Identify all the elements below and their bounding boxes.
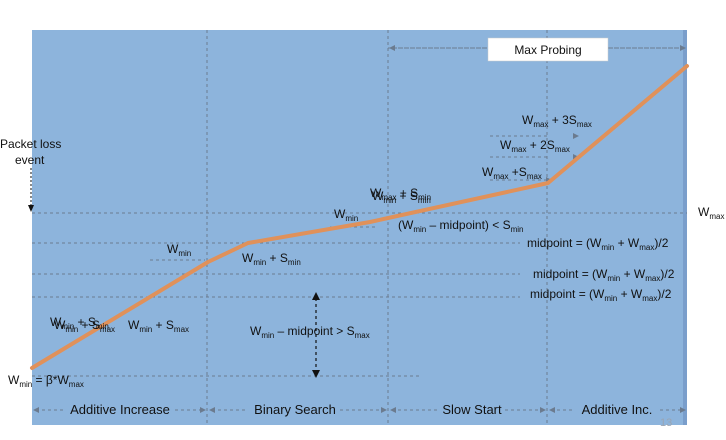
- phase-slow-start: Slow Start: [442, 402, 502, 417]
- label-wmin-smax: Wmin + Smax: [128, 318, 189, 334]
- label-wmax-plus-3smax: Wmax + 3Smax: [522, 113, 592, 129]
- label-wmin-beta: Wmin = β*Wmax: [8, 373, 84, 389]
- label-wmin-mid: Wmin: [167, 242, 191, 258]
- diagram-panel: [32, 30, 687, 425]
- label-wmax-plus-2smax: Wmax + 2Smax: [500, 138, 570, 154]
- label-wmax-smin-overlap-a: Wmax + Smin: [370, 186, 431, 202]
- label-wmin-plus-smin: Wmin + Smin: [242, 251, 301, 267]
- label-condition-large: Wmin – midpoint > Smax: [250, 324, 370, 340]
- packet-loss-arrow: [28, 168, 34, 212]
- max-probing-box: Max Probing: [487, 37, 609, 62]
- label-wmin-smax-overlap: Wmin + Smax: [54, 318, 115, 334]
- label-midpoint-3: midpoint = (Wmin + Wmax)/2: [530, 287, 672, 303]
- right-edge-label: Wmax: [698, 205, 724, 221]
- label-wmin-smin-overlap-b: Wmin + Smin: [372, 189, 431, 205]
- label-condition-small: (Wmin – midpoint) < Smin: [398, 218, 523, 234]
- label-wmin-smin-overlap: Wmin + Smin: [50, 315, 109, 331]
- phase-additive-inc: Additive Inc.: [582, 402, 653, 417]
- packet-loss-line-2: event: [15, 153, 45, 167]
- phase-additive-increase: Additive Increase: [70, 402, 170, 417]
- packet-loss-line-1: Packet loss: [0, 137, 61, 151]
- max-probing-label: Max Probing: [514, 43, 581, 57]
- phase-arrowheads: [33, 407, 686, 413]
- phase-binary-search: Binary Search: [254, 402, 336, 417]
- label-midpoint-1: midpoint = (Wmin + Wmax)/2: [527, 236, 669, 252]
- panel-edge-right: [683, 30, 687, 425]
- gap-arrow: [312, 292, 320, 378]
- label-midpoint-2: midpoint = (Wmin + Wmax)/2: [533, 267, 675, 283]
- window-curve: [30, 64, 689, 370]
- page-number: 13: [660, 417, 672, 429]
- label-wmax-plus-smax: Wmax +Smax: [482, 165, 542, 181]
- label-wmin-upper: Wmin: [334, 207, 358, 223]
